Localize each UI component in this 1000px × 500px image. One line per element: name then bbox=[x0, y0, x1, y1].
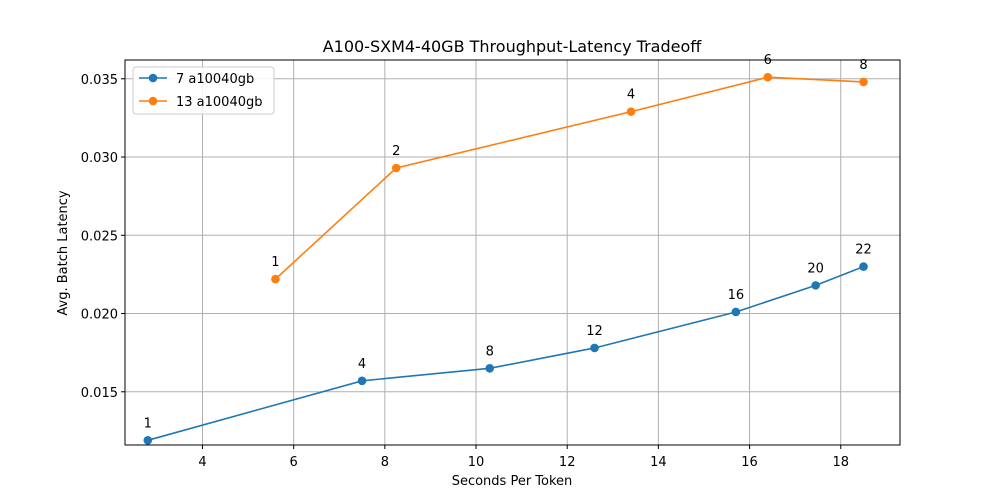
legend-items: 7 a10040gb 13 a10040gb bbox=[139, 72, 263, 110]
grid-layer bbox=[125, 60, 900, 445]
legend: 7 a10040gb 13 a10040gb bbox=[132, 66, 275, 115]
y-tick-label: 0.025 bbox=[81, 229, 118, 244]
x-tick-label: 12 bbox=[559, 455, 576, 470]
y-tick-label: 0.035 bbox=[81, 73, 118, 88]
data-label: 8 bbox=[859, 58, 867, 73]
x-tick-label: 18 bbox=[832, 455, 849, 470]
legend-swatch-marker bbox=[148, 96, 158, 106]
data-point bbox=[357, 376, 367, 386]
data-point bbox=[859, 262, 868, 271]
legend-swatch-marker bbox=[148, 73, 158, 83]
x-tick-label: 8 bbox=[381, 455, 389, 470]
data-label: 12 bbox=[586, 324, 603, 339]
y-tick-label: 0.020 bbox=[81, 308, 118, 323]
chart-title: A100-SXM4-40GB Throughput-Latency Tradeo… bbox=[323, 37, 703, 56]
data-label: 2 bbox=[392, 144, 400, 159]
data-label: 22 bbox=[855, 243, 872, 258]
y-tick-label: 0.030 bbox=[81, 151, 118, 166]
data-label: 8 bbox=[486, 344, 494, 359]
data-point bbox=[143, 436, 153, 445]
x-tick-label: 14 bbox=[650, 455, 667, 470]
series-2: 1 2 4 6 8 bbox=[271, 53, 868, 284]
data-label: 4 bbox=[358, 357, 366, 372]
data-point bbox=[731, 307, 741, 317]
plot-frame bbox=[124, 59, 901, 446]
data-label: 16 bbox=[728, 288, 745, 303]
data-point bbox=[626, 107, 636, 116]
data-label: 6 bbox=[764, 53, 772, 68]
legend-box bbox=[132, 66, 275, 115]
data-point bbox=[391, 163, 401, 173]
data-point bbox=[859, 77, 868, 87]
data-point bbox=[485, 364, 495, 373]
x-axis-label: Seconds Per Token bbox=[452, 474, 573, 489]
legend-label: 13 a10040gb bbox=[176, 95, 263, 110]
data-label: 4 bbox=[627, 88, 635, 103]
y-axis-ticks: 0.015 0.020 0.025 0.030 0.035 bbox=[81, 73, 125, 401]
data-point bbox=[590, 343, 599, 353]
x-tick-label: 10 bbox=[468, 455, 485, 470]
data-point bbox=[811, 281, 820, 290]
y-axis-label: Avg. Batch Latency bbox=[56, 190, 71, 316]
data-label: 1 bbox=[144, 416, 152, 431]
series-line bbox=[274, 76, 864, 280]
x-tick-label: 4 bbox=[198, 455, 206, 470]
series-1: 1 4 8 12 16 20 22 bbox=[143, 243, 872, 445]
y-tick-label: 0.015 bbox=[81, 386, 118, 401]
data-point bbox=[763, 72, 773, 82]
data-label: 1 bbox=[271, 255, 279, 270]
x-tick-label: 6 bbox=[290, 455, 298, 470]
data-point bbox=[271, 274, 280, 284]
legend-label: 7 a10040gb bbox=[176, 72, 254, 87]
x-tick-label: 16 bbox=[741, 455, 758, 470]
data-label: 20 bbox=[807, 261, 824, 276]
x-axis-ticks: 4 6 8 10 12 14 16 18 bbox=[198, 445, 849, 470]
series-line bbox=[147, 265, 864, 442]
